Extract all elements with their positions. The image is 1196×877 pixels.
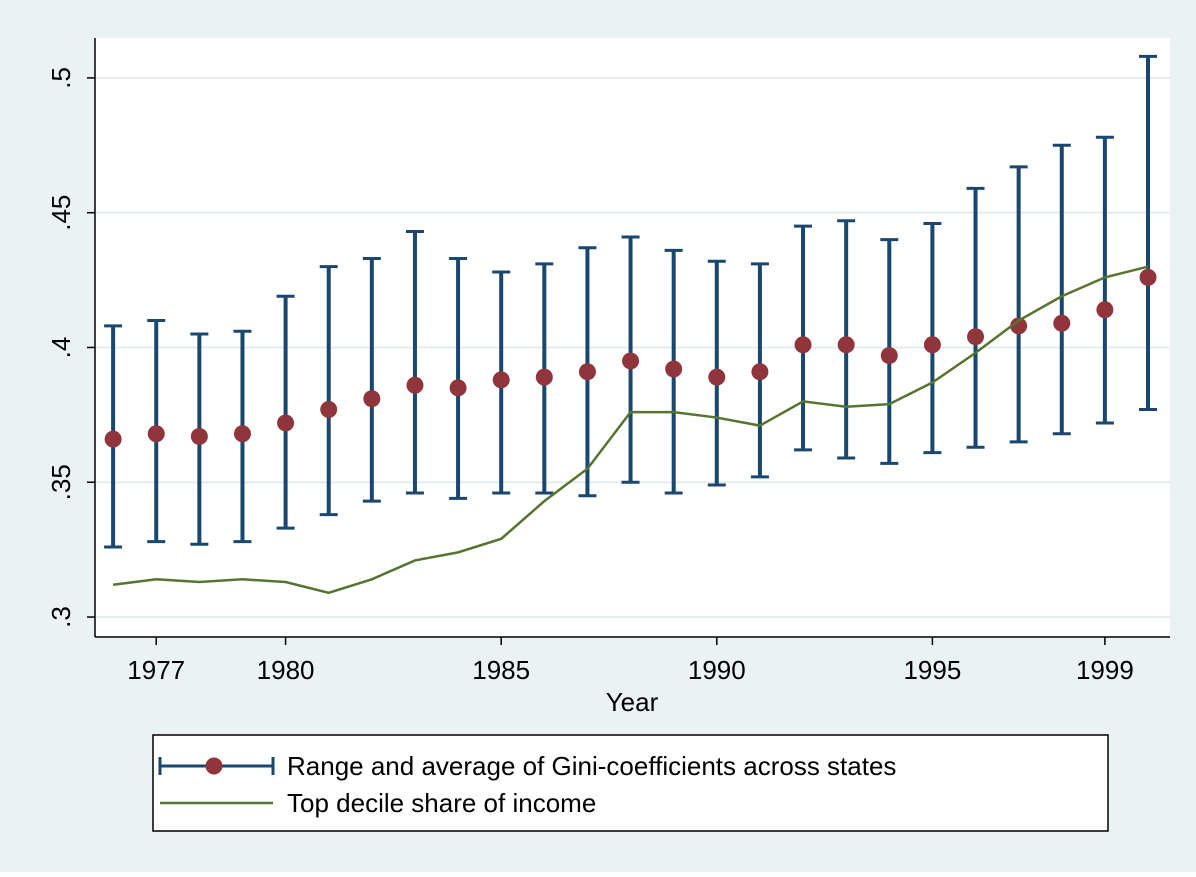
- y-tick-label: .3: [46, 606, 76, 628]
- x-tick-label: 1977: [127, 655, 185, 685]
- mean-marker: [277, 414, 295, 432]
- mean-marker: [406, 376, 424, 394]
- mean-marker: [492, 371, 510, 389]
- mean-marker: [622, 352, 640, 370]
- y-tick-label: .4: [46, 337, 76, 359]
- legend: [152, 734, 1109, 832]
- legend-key: [205, 757, 223, 775]
- x-tick-label: 1985: [472, 655, 530, 685]
- mean-marker: [967, 328, 985, 346]
- y-tick-label: .5: [46, 67, 76, 89]
- mean-marker: [320, 400, 338, 418]
- mean-marker: [449, 379, 467, 397]
- legend-label: Range and average of Gini-coefficients a…: [287, 751, 896, 781]
- x-tick-label: 1980: [257, 655, 315, 685]
- mean-marker: [363, 390, 381, 408]
- mean-marker: [1053, 314, 1071, 332]
- line: [112, 265, 1149, 595]
- y-tick-label: .45: [46, 195, 76, 231]
- mean-marker: [665, 360, 683, 378]
- mean-marker: [1139, 268, 1157, 286]
- mean-marker: [837, 336, 855, 354]
- legend-label: Top decile share of income: [287, 788, 596, 818]
- x-tick-label: 1990: [688, 655, 746, 685]
- mean-marker: [794, 336, 812, 354]
- mean-marker: [708, 368, 726, 386]
- x-tick-label: 1999: [1076, 655, 1134, 685]
- mean-marker: [1096, 301, 1114, 319]
- y-tick-label: .35: [46, 464, 76, 500]
- mean-marker: [923, 336, 941, 354]
- mean-marker: [104, 430, 122, 448]
- mean-marker: [880, 347, 898, 365]
- mean-marker: [147, 425, 165, 443]
- mean-marker: [233, 425, 251, 443]
- x-tick-label: 1995: [903, 655, 961, 685]
- mean-marker: [578, 363, 596, 381]
- mean-marker: [190, 427, 208, 445]
- mean-marker: [751, 363, 769, 381]
- mean-marker: [535, 368, 553, 386]
- x-axis-title: Year: [606, 687, 659, 717]
- mean-marker: [1010, 317, 1028, 335]
